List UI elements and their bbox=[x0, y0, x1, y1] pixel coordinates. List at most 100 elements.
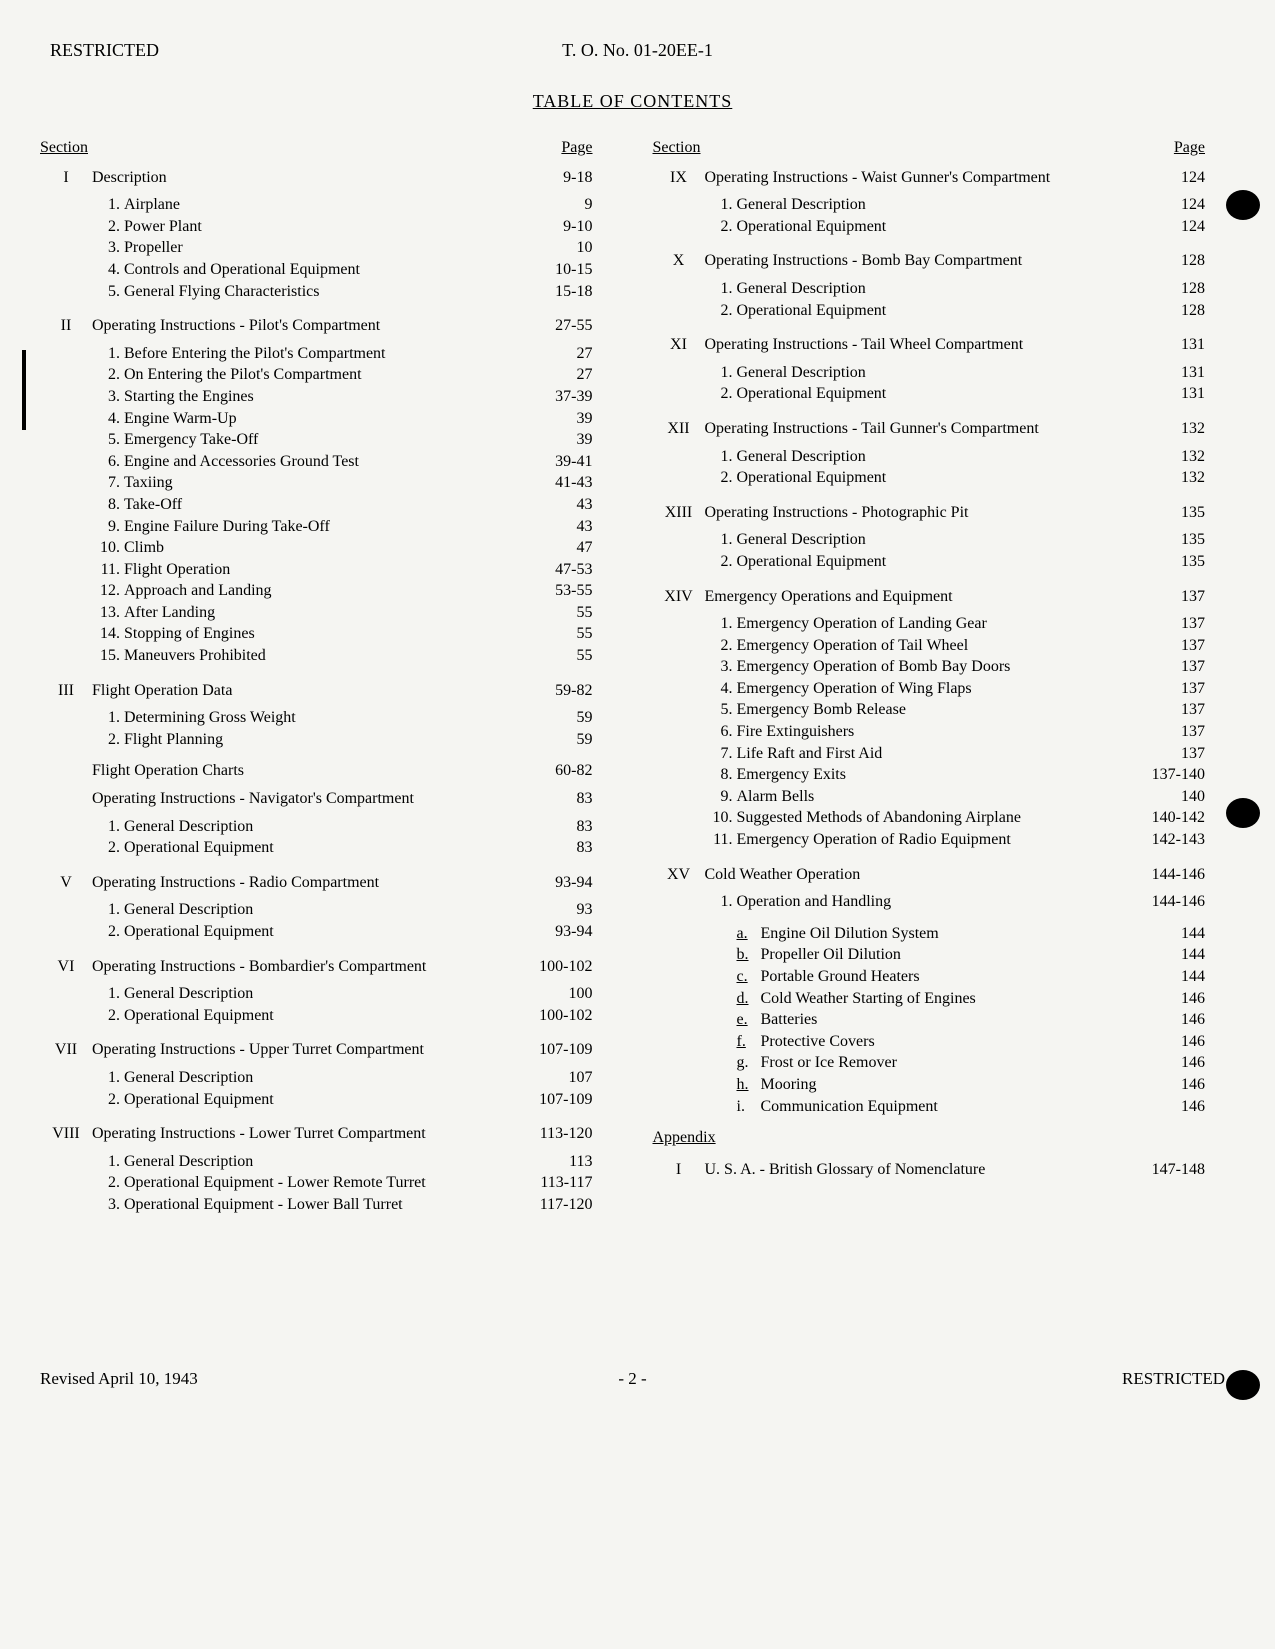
sub-page: 140 bbox=[1145, 786, 1205, 808]
sub-number: 14. bbox=[92, 623, 124, 645]
sub-text: General Description bbox=[124, 1067, 533, 1089]
toc-subsubitem: i. Communication Equipment 146 bbox=[705, 1096, 1226, 1118]
standalone-text: Flight Operation Charts bbox=[92, 760, 533, 782]
sub-text: Life Raft and First Aid bbox=[737, 743, 1146, 765]
sub-text: Maneuvers Prohibited bbox=[124, 645, 533, 667]
section-number: XI bbox=[653, 334, 705, 415]
sub-page: 137 bbox=[1145, 699, 1205, 721]
subsub-page: 146 bbox=[1145, 1009, 1205, 1031]
sub-page: 100-102 bbox=[533, 1005, 593, 1027]
sub-number: 9. bbox=[705, 786, 737, 808]
sub-text: Airplane bbox=[124, 194, 533, 216]
toc-subitem: 13. After Landing 55 bbox=[92, 602, 613, 624]
restricted-top: RESTRICTED bbox=[50, 40, 159, 61]
sub-page: 27 bbox=[533, 343, 593, 365]
toc-subitem: 1. General Description 132 bbox=[705, 446, 1226, 468]
toc-subitem: 2. Flight Planning 59 bbox=[92, 729, 613, 751]
subsub-page: 146 bbox=[1145, 1052, 1205, 1074]
toc-subitem: 2. Emergency Operation of Tail Wheel 137 bbox=[705, 635, 1226, 657]
sub-text: Alarm Bells bbox=[737, 786, 1146, 808]
sub-number: 1. bbox=[92, 194, 124, 216]
punch-hole bbox=[1226, 1370, 1260, 1400]
section-number: XIII bbox=[653, 502, 705, 583]
toc-section: III Flight Operation Data 59-82 1. Deter… bbox=[40, 680, 613, 869]
section-title: Emergency Operations and Equipment bbox=[705, 586, 1146, 608]
sub-text: Engine and Accessories Ground Test bbox=[124, 451, 533, 473]
sub-page: 137 bbox=[1145, 678, 1205, 700]
sub-page: 10 bbox=[533, 237, 593, 259]
toc-subitem: 2. Operational Equipment 124 bbox=[705, 216, 1226, 238]
sub-text: Emergency Operation of Landing Gear bbox=[737, 613, 1146, 635]
toc-subitem: 1. Airplane 9 bbox=[92, 194, 613, 216]
sub-number: 7. bbox=[705, 743, 737, 765]
sub-page: 59 bbox=[533, 729, 593, 751]
sub-number: 15. bbox=[92, 645, 124, 667]
sub-number: 2. bbox=[705, 216, 737, 238]
toc-subsubitem: c. Portable Ground Heaters 144 bbox=[705, 966, 1226, 988]
section-title: Flight Operation Data bbox=[92, 680, 533, 702]
toc-subitem: 1. General Description 93 bbox=[92, 899, 613, 921]
section-page: 128 bbox=[1145, 250, 1205, 272]
subsub-text: Mooring bbox=[761, 1074, 1146, 1096]
section-page: 59-82 bbox=[533, 680, 593, 702]
toc-subitem: 11. Flight Operation 47-53 bbox=[92, 559, 613, 581]
toc-section: XIII Operating Instructions - Photograph… bbox=[653, 502, 1226, 583]
sub-number: 1. bbox=[92, 343, 124, 365]
section-title-row: Operating Instructions - Radio Compartme… bbox=[92, 872, 613, 894]
sub-text: General Description bbox=[737, 446, 1146, 468]
restricted-bottom: RESTRICTED bbox=[1122, 1369, 1225, 1389]
section-title-row: Operating Instructions - Waist Gunner's … bbox=[705, 167, 1226, 189]
sub-text: Approach and Landing bbox=[124, 580, 533, 602]
section-title: Operating Instructions - Tail Gunner's C… bbox=[705, 418, 1146, 440]
sub-page: 43 bbox=[533, 494, 593, 516]
subsub-page: 146 bbox=[1145, 1096, 1205, 1118]
section-title-row: Operating Instructions - Photographic Pi… bbox=[705, 502, 1226, 524]
sub-number: 13. bbox=[92, 602, 124, 624]
sub-page: 135 bbox=[1145, 551, 1205, 573]
section-title: Operating Instructions - Waist Gunner's … bbox=[705, 167, 1146, 189]
section-title: Cold Weather Operation bbox=[705, 864, 1146, 886]
toc-subitem: 1. General Description 135 bbox=[705, 529, 1226, 551]
sub-text: Emergency Operation of Wing Flaps bbox=[737, 678, 1146, 700]
toc-subsubitem: g. Frost or Ice Remover 146 bbox=[705, 1052, 1226, 1074]
toc-section: VI Operating Instructions - Bombardier's… bbox=[40, 956, 613, 1037]
toc-subitem: 2. Operational Equipment 131 bbox=[705, 383, 1226, 405]
sub-number: 2. bbox=[705, 635, 737, 657]
subsub-number: i. bbox=[737, 1096, 761, 1118]
toc-subsubitem: h. Mooring 146 bbox=[705, 1074, 1226, 1096]
toc-subitem: 2. On Entering the Pilot's Compartment 2… bbox=[92, 364, 613, 386]
sub-number: 9. bbox=[92, 516, 124, 538]
toc-section: X Operating Instructions - Bomb Bay Comp… bbox=[653, 250, 1226, 331]
sub-text: Determining Gross Weight bbox=[124, 707, 533, 729]
toc-subitem: 14. Stopping of Engines 55 bbox=[92, 623, 613, 645]
sub-number: 3. bbox=[92, 386, 124, 408]
section-page: 107-109 bbox=[533, 1039, 593, 1061]
toc-subitem: 2. Operational Equipment 128 bbox=[705, 300, 1226, 322]
section-title-row: Operating Instructions - Lower Turret Co… bbox=[92, 1123, 613, 1145]
sub-text: Engine Failure During Take-Off bbox=[124, 516, 533, 538]
sub-page: 142-143 bbox=[1145, 829, 1205, 851]
sub-number: 2. bbox=[92, 729, 124, 751]
toc-section: XV Cold Weather Operation 144-146 1. Ope… bbox=[653, 864, 1226, 1118]
sub-page: 132 bbox=[1145, 467, 1205, 489]
sub-text: Propeller bbox=[124, 237, 533, 259]
sub-text: Emergency Operation of Radio Equipment bbox=[737, 829, 1146, 851]
sub-number: 3. bbox=[92, 1194, 124, 1216]
standalone-page: 60-82 bbox=[533, 760, 593, 782]
sub-page: 10-15 bbox=[533, 259, 593, 281]
column-header: Section Page bbox=[40, 137, 613, 159]
toc-subitem: 1. General Description 107 bbox=[92, 1067, 613, 1089]
sub-text: Operational Equipment bbox=[737, 216, 1146, 238]
section-page: 124 bbox=[1145, 167, 1205, 189]
toc-subitem: 2. Operational Equipment 93-94 bbox=[92, 921, 613, 943]
sub-number: 4. bbox=[92, 408, 124, 430]
sub-page: 137 bbox=[1145, 656, 1205, 678]
section-title-row: Emergency Operations and Equipment 137 bbox=[705, 586, 1226, 608]
toc-section: VII Operating Instructions - Upper Turre… bbox=[40, 1039, 613, 1120]
toc-standalone: Flight Operation Charts 60-82 bbox=[92, 760, 613, 782]
appendix-title: U. S. A. - British Glossary of Nomenclat… bbox=[705, 1159, 1146, 1181]
toc-subitem: 10. Suggested Methods of Abandoning Airp… bbox=[705, 807, 1226, 829]
section-label: Section bbox=[40, 137, 88, 159]
section-label: Section bbox=[653, 137, 701, 159]
sub-number: 3. bbox=[705, 656, 737, 678]
